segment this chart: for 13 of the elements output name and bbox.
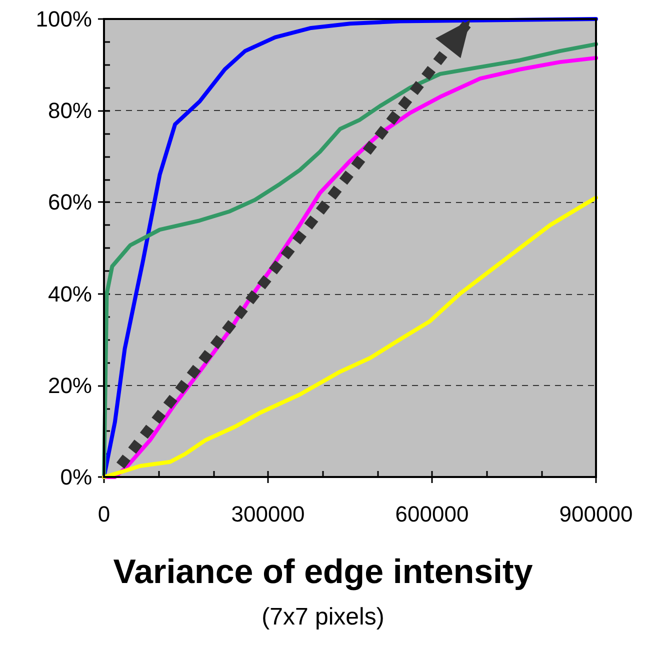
y-tick-label: 20% — [48, 372, 92, 398]
y-tick-label: 40% — [48, 281, 92, 306]
line-series — [102, 196, 598, 479]
x-axis-title: Variance of edge intensity — [113, 553, 533, 591]
y-tick-label: 0% — [60, 464, 92, 490]
text: (7x7 pixels) — [262, 604, 384, 630]
x-tick-label: 0 — [98, 502, 110, 526]
x-tick-label: 300000 — [231, 502, 305, 526]
y-tick-label: 60% — [48, 190, 92, 215]
y-tick-label: 80% — [48, 98, 92, 124]
y-tick-label: 100% — [36, 6, 92, 32]
x-tick-label: 900000 — [559, 502, 633, 526]
x-tick-label: 600000 — [395, 502, 469, 526]
